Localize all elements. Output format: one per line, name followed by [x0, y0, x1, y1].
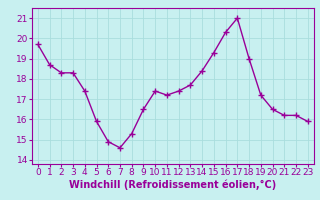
X-axis label: Windchill (Refroidissement éolien,°C): Windchill (Refroidissement éolien,°C) — [69, 180, 276, 190]
